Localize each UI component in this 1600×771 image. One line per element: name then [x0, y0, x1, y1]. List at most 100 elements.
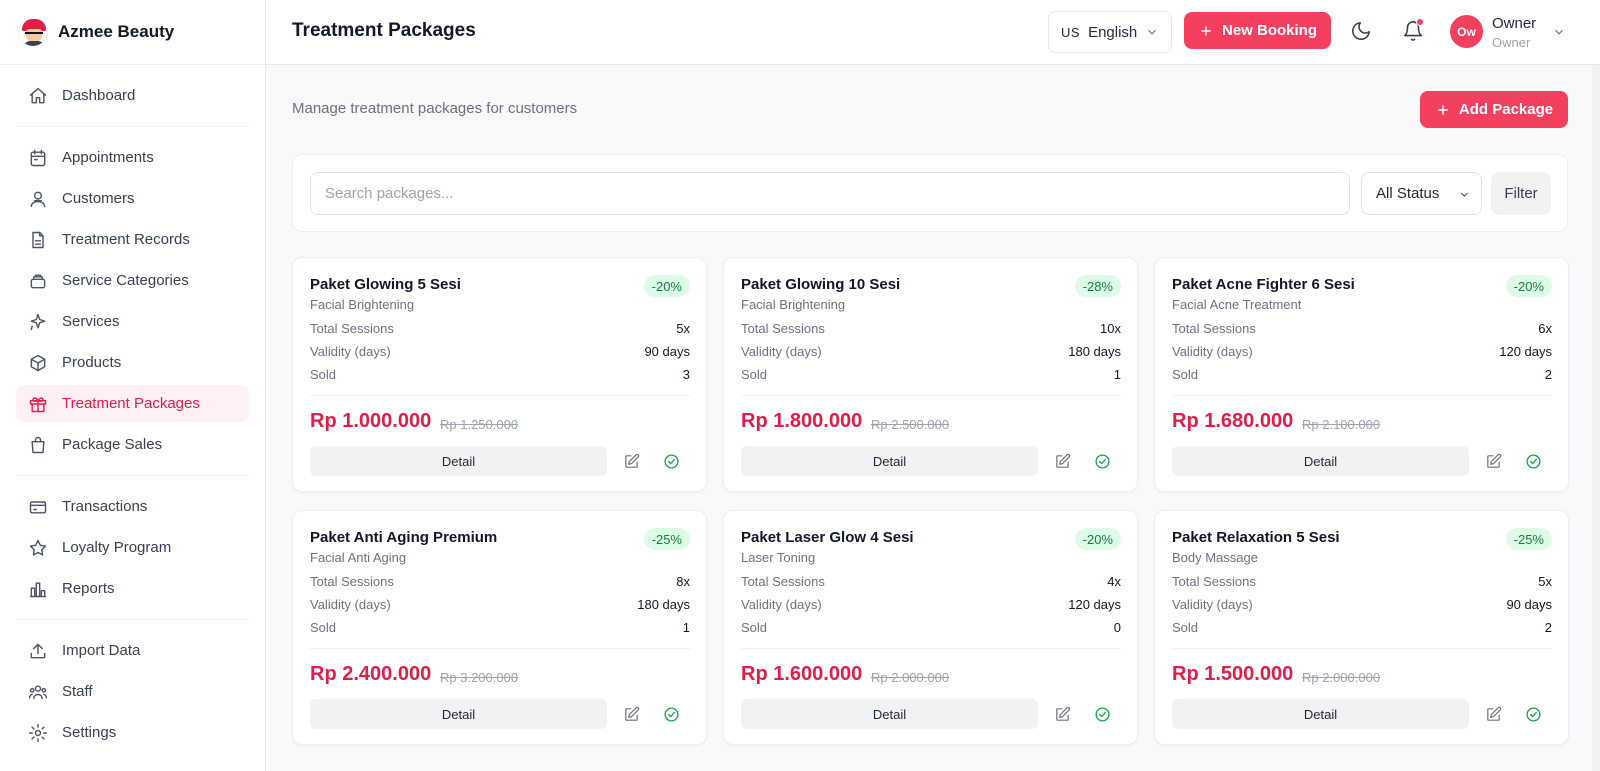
divider	[741, 648, 1121, 649]
user-name[interactable]: Owner	[1492, 15, 1537, 32]
sold-value: 0	[1113, 620, 1121, 635]
package-price: Rp 1.800.000	[741, 410, 863, 432]
notifications-button[interactable]	[1402, 20, 1426, 44]
total-sessions-row: Total Sessions 4x	[741, 574, 1121, 592]
sold-value: 3	[682, 367, 690, 382]
filter-button[interactable]: Filter	[1491, 172, 1551, 215]
divider	[310, 648, 690, 649]
total-sessions-value: 4x	[1107, 574, 1121, 589]
search-input[interactable]	[310, 172, 1350, 215]
dark-mode-toggle[interactable]	[1350, 20, 1374, 44]
package-name: Paket Relaxation 5 Sesi	[1172, 529, 1340, 546]
edit-icon[interactable]	[1485, 706, 1502, 723]
detail-button[interactable]: Detail	[1172, 446, 1469, 476]
edit-icon[interactable]	[623, 453, 640, 470]
validity-label: Validity (days)	[741, 597, 822, 612]
sidebar-item-package-sales[interactable]: Package Sales	[16, 426, 249, 463]
sidebar-item-import-data[interactable]: Import Data	[16, 632, 249, 669]
sold-row: Sold 3	[310, 367, 690, 385]
edit-icon[interactable]	[1054, 453, 1071, 470]
detail-button[interactable]: Detail	[310, 699, 607, 729]
brand[interactable]: Azmee Beauty	[0, 0, 265, 65]
new-booking-button[interactable]: New Booking	[1184, 12, 1331, 49]
language-select[interactable]: US English	[1048, 11, 1172, 53]
validity-row: Validity (days) 180 days	[741, 344, 1121, 362]
sidebar-item-settings[interactable]: Settings	[16, 714, 249, 751]
sidebar-item-service-categories[interactable]: Service Categories	[16, 262, 249, 299]
package-old-price: Rp 2.000.000	[871, 670, 950, 685]
nav-group: Appointments Customers Treatment Records Se…	[16, 127, 249, 476]
gift-icon	[29, 396, 47, 412]
sold-value: 1	[1113, 367, 1121, 382]
upload-icon	[30, 643, 46, 658]
detail-button[interactable]: Detail	[310, 446, 607, 476]
sidebar-item-loyalty-program[interactable]: Loyalty Program	[16, 529, 249, 566]
sidebar-item-label: Products	[62, 354, 122, 371]
discount-badge: -20%	[643, 275, 690, 297]
package-card: Paket Relaxation 5 Sesi Body Massage -25% T…	[1154, 510, 1569, 745]
sidebar-item-staff[interactable]: Staff	[16, 673, 249, 710]
sidebar-item-appointments[interactable]: Appointments	[16, 139, 249, 176]
sidebar-item-reports[interactable]: Reports	[16, 570, 249, 607]
sidebar-item-services[interactable]: Services	[16, 303, 249, 340]
sidebar-item-label: Services	[62, 313, 120, 330]
sold-row: Sold 2	[1172, 620, 1552, 638]
star-icon	[29, 539, 47, 556]
edit-icon[interactable]	[623, 706, 640, 723]
sidebar-item-treatment-records[interactable]: Treatment Records	[16, 221, 249, 258]
package-category: Body Massage	[1172, 550, 1258, 565]
edit-icon[interactable]	[1054, 706, 1071, 723]
package-category: Facial Brightening	[741, 297, 846, 312]
chevron-down-icon	[1148, 29, 1156, 35]
validity-row: Validity (days) 120 days	[741, 597, 1121, 615]
sidebar-item-label: Reports	[62, 580, 115, 597]
validity-row: Validity (days) 90 days	[310, 344, 690, 362]
sold-row: Sold 2	[1172, 367, 1552, 385]
team-icon	[28, 684, 48, 699]
edit-icon[interactable]	[1485, 453, 1502, 470]
user-menu-chevron-icon[interactable]	[1552, 25, 1566, 39]
check-circle-icon[interactable]	[663, 706, 680, 723]
sidebar-item-transactions[interactable]: Transactions	[16, 488, 249, 525]
sold-label: Sold	[310, 367, 337, 382]
gear-icon	[28, 723, 48, 742]
package-card: Paket Glowing 10 Sesi Facial Brightening -…	[723, 257, 1138, 492]
sold-row: Sold 1	[310, 620, 690, 638]
avatar[interactable]: Ow	[1450, 15, 1483, 48]
check-circle-icon[interactable]	[1525, 706, 1542, 723]
sidebar-item-dashboard[interactable]: Dashboard	[16, 77, 249, 114]
validity-label: Validity (days)	[1172, 344, 1253, 359]
detail-button[interactable]: Detail	[1172, 699, 1469, 729]
detail-button[interactable]: Detail	[741, 699, 1038, 729]
sold-value: 2	[1544, 367, 1552, 382]
add-package-button[interactable]: Add Package	[1420, 91, 1568, 128]
total-sessions-row: Total Sessions 8x	[310, 574, 690, 592]
detail-button[interactable]: Detail	[741, 446, 1038, 476]
package-old-price: Rp 2.100.000	[1302, 417, 1381, 432]
total-sessions-row: Total Sessions 5x	[1172, 574, 1552, 592]
divider	[1172, 395, 1552, 396]
filter-bar: All Status Filter	[292, 154, 1568, 232]
sidebar-item-label: Customers	[62, 190, 135, 207]
sidebar-item-label: Transactions	[62, 498, 148, 515]
status-select[interactable]: All Status	[1361, 172, 1482, 215]
package-card: Paket Glowing 5 Sesi Facial Brightening -2…	[292, 257, 707, 492]
sidebar-item-products[interactable]: Products	[16, 344, 249, 381]
sidebar-item-treatment-packages[interactable]: Treatment Packages	[16, 385, 249, 422]
package-old-price: Rp 2.500.000	[871, 417, 950, 432]
total-sessions-label: Total Sessions	[310, 574, 394, 589]
sidebar-nav: Dashboard Appointments Customers Treatment …	[0, 65, 265, 763]
sidebar-item-label: Import Data	[62, 642, 141, 659]
check-circle-icon[interactable]	[1094, 453, 1111, 470]
brand-logo	[18, 17, 48, 47]
total-sessions-label: Total Sessions	[310, 321, 394, 336]
check-circle-icon[interactable]	[1525, 453, 1542, 470]
discount-badge: -25%	[1505, 528, 1552, 550]
validity-label: Validity (days)	[310, 344, 391, 359]
package-category: Facial Acne Treatment	[1172, 297, 1302, 312]
sidebar-item-customers[interactable]: Customers	[16, 180, 249, 217]
check-circle-icon[interactable]	[1094, 706, 1111, 723]
validity-label: Validity (days)	[1172, 597, 1253, 612]
scrollbar[interactable]	[1592, 65, 1600, 771]
check-circle-icon[interactable]	[663, 453, 680, 470]
